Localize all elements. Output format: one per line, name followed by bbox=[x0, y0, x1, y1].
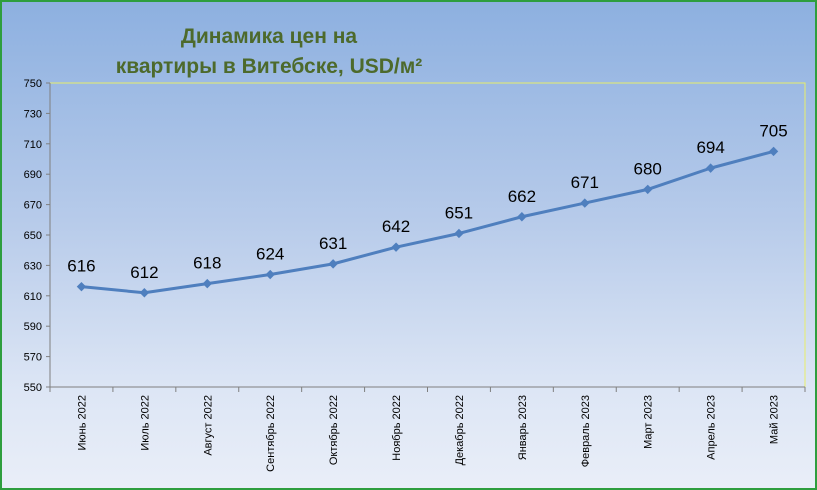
plot-area-border bbox=[49, 82, 806, 388]
data-label: 612 bbox=[130, 263, 158, 282]
data-label: 624 bbox=[256, 245, 284, 264]
y-tick-label: 570 bbox=[24, 352, 42, 364]
y-tick-label: 590 bbox=[24, 321, 42, 333]
data-label: 651 bbox=[445, 203, 473, 222]
data-label: 680 bbox=[634, 159, 662, 178]
y-tick-label: 690 bbox=[24, 169, 42, 181]
data-point bbox=[643, 184, 653, 195]
y-tick-label: 730 bbox=[24, 108, 42, 120]
x-tick-label: Январь 2023 bbox=[517, 395, 529, 460]
y-tick-label: 550 bbox=[24, 382, 42, 394]
data-label: 631 bbox=[319, 234, 347, 253]
data-point bbox=[202, 278, 212, 289]
x-tick-label: Октябрь 2022 bbox=[328, 395, 340, 465]
x-tick-label: Апрель 2023 bbox=[706, 395, 718, 460]
x-tick-label: Июнь 2022 bbox=[76, 395, 88, 451]
data-point bbox=[76, 281, 87, 292]
chart-title: Динамика цен на квартиры в Витебске, USD… bbox=[94, 22, 444, 82]
data-label: 616 bbox=[67, 257, 95, 276]
y-tick-label: 610 bbox=[24, 291, 42, 303]
data-label: 671 bbox=[571, 173, 599, 192]
x-tick-label: Май 2023 bbox=[769, 395, 781, 444]
y-tick-label: 670 bbox=[24, 200, 42, 212]
x-tick-label: Июль 2022 bbox=[139, 395, 151, 451]
data-point bbox=[768, 146, 779, 157]
data-point bbox=[517, 212, 527, 222]
data-point bbox=[454, 228, 464, 239]
data-label: 662 bbox=[508, 187, 536, 206]
x-tick-label: Ноябрь 2022 bbox=[391, 395, 403, 461]
data-point bbox=[580, 198, 590, 208]
chart-title-line-1: Динамика цен на bbox=[180, 25, 358, 48]
data-point bbox=[139, 288, 150, 298]
chart-title-line-2: квартиры в Витебске, USD/м² bbox=[115, 55, 423, 78]
data-label: 694 bbox=[696, 138, 724, 157]
y-tick-label: 710 bbox=[24, 139, 42, 151]
data-point bbox=[265, 269, 275, 280]
x-tick-label: Август 2022 bbox=[202, 395, 214, 456]
series-line bbox=[79, 149, 776, 295]
data-point bbox=[391, 242, 401, 252]
data-label: 705 bbox=[759, 121, 787, 140]
y-tick-label: 750 bbox=[24, 78, 42, 90]
y-tick-label: 630 bbox=[24, 260, 42, 272]
y-tick-label: 650 bbox=[24, 230, 42, 242]
data-point bbox=[705, 163, 716, 173]
x-tick-label: Декабрь 2022 bbox=[454, 395, 466, 465]
x-tick-label: Сентябрь 2022 bbox=[265, 395, 277, 472]
data-label: 618 bbox=[193, 254, 221, 273]
data-label: 642 bbox=[382, 217, 410, 236]
x-tick-label: Март 2023 bbox=[643, 395, 655, 449]
data-point bbox=[328, 259, 338, 269]
x-tick-label: Февраль 2023 bbox=[580, 395, 592, 467]
